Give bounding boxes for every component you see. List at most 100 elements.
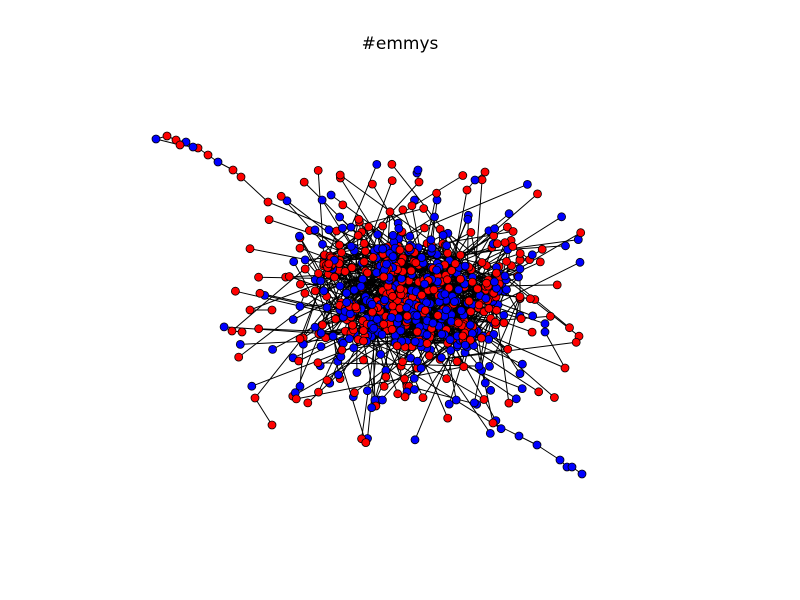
graph-node-red: [527, 327, 537, 337]
graph-node-red: [535, 257, 545, 267]
graph-node-blue: [394, 224, 404, 233]
graph-node-blue: [540, 319, 550, 329]
graph-node-red: [491, 268, 501, 278]
graph-edge: [353, 347, 405, 380]
graph-node-red: [367, 179, 377, 189]
graph-node-red: [337, 248, 346, 258]
graph-node-blue: [437, 329, 447, 339]
graph-node-blue: [417, 253, 427, 263]
graph-node-red: [412, 327, 422, 337]
graph-node-blue: [369, 323, 379, 333]
graph-node-red: [450, 259, 460, 269]
graph-node-red: [267, 420, 277, 430]
graph-node-red: [417, 290, 427, 300]
graph-node-red: [508, 227, 518, 236]
graph-node-red: [504, 398, 514, 408]
graph-node-red: [237, 327, 247, 337]
graph-node-red: [482, 278, 491, 288]
graph-node-red: [295, 334, 305, 344]
graph-node-blue: [372, 159, 382, 169]
graph-node-red: [295, 243, 305, 253]
graph-node-blue: [446, 346, 456, 355]
graph-node-red: [331, 314, 341, 324]
graph-node-red: [250, 393, 260, 403]
graph-node-red: [310, 286, 320, 296]
graph-node-blue: [151, 134, 161, 144]
graph-node-red: [473, 284, 482, 294]
graph-node-red: [322, 375, 332, 385]
graph-node-blue: [386, 313, 396, 322]
graph-node-red: [419, 204, 429, 213]
graph-node-blue: [500, 271, 510, 281]
graph-node-blue: [499, 310, 509, 320]
graph-node-red: [353, 231, 363, 240]
node-layer: [151, 131, 587, 479]
graph-node-red: [424, 351, 434, 361]
graph-node-blue: [377, 330, 387, 340]
graph-node-blue: [460, 261, 470, 271]
graph-node-blue: [420, 279, 430, 289]
graph-node-blue: [324, 225, 334, 235]
graph-node-blue: [289, 257, 299, 267]
graph-node-blue: [515, 369, 525, 379]
graph-node-blue: [367, 403, 377, 413]
graph-node-red: [466, 227, 476, 237]
graph-node-blue: [528, 311, 538, 321]
graph-node-red: [400, 374, 409, 384]
graph-node-blue: [326, 190, 336, 200]
graph-node-red: [560, 363, 570, 373]
graph-node-red: [359, 336, 368, 346]
graph-node-blue: [318, 239, 327, 249]
graph-node-blue: [518, 359, 527, 369]
graph-node-red: [552, 280, 562, 290]
graph-node-blue: [426, 235, 436, 245]
graph-node-red: [299, 177, 309, 187]
graph-node-blue: [352, 368, 362, 377]
graph-node-blue: [502, 285, 511, 295]
graph-node-red: [515, 248, 525, 258]
figure-title: #emmys: [361, 34, 439, 54]
graph-node-blue: [469, 398, 479, 408]
graph-node-blue: [412, 356, 422, 366]
graph-node-blue: [300, 255, 310, 265]
graph-node-red: [393, 389, 403, 399]
graph-node-red: [300, 264, 310, 274]
graph-node-blue: [402, 303, 412, 313]
graph-node-red: [442, 374, 452, 384]
graph-node-blue: [474, 361, 484, 371]
graph-node-red: [367, 307, 377, 317]
graph-node-red: [379, 381, 389, 391]
graph-node-red: [550, 393, 559, 402]
graph-node-red: [411, 258, 421, 268]
graph-node-red: [571, 337, 581, 347]
graph-node-red: [175, 140, 185, 150]
graph-node-blue: [295, 301, 305, 311]
graph-node-red: [388, 291, 398, 301]
graph-node-red: [404, 243, 414, 253]
graph-node-blue: [358, 274, 368, 284]
graph-node-blue: [441, 305, 451, 315]
graph-node-red: [477, 258, 487, 267]
graph-node-red: [484, 304, 494, 313]
graph-node-blue: [484, 334, 494, 344]
graph-node-blue: [188, 142, 198, 152]
graph-node-blue: [373, 230, 383, 239]
graph-node-blue: [377, 395, 387, 405]
graph-node-red: [284, 272, 294, 281]
graph-node-red: [368, 252, 378, 262]
graph-node-red: [359, 238, 369, 248]
graph-node-blue: [438, 230, 448, 240]
graph-node-red: [422, 339, 432, 348]
graph-node-blue: [335, 281, 345, 291]
graph-node-red: [349, 388, 359, 398]
graph-node-red: [264, 215, 274, 225]
graph-node-blue: [219, 322, 229, 332]
graph-node-red: [318, 320, 327, 330]
graph-node-red: [467, 277, 477, 287]
graph-node-blue: [517, 384, 527, 394]
graph-node-red: [525, 294, 535, 304]
graph-node-red: [228, 165, 238, 175]
graph-node-red: [314, 387, 323, 397]
graph-node-red: [414, 177, 424, 187]
graph-edge: [259, 292, 378, 320]
